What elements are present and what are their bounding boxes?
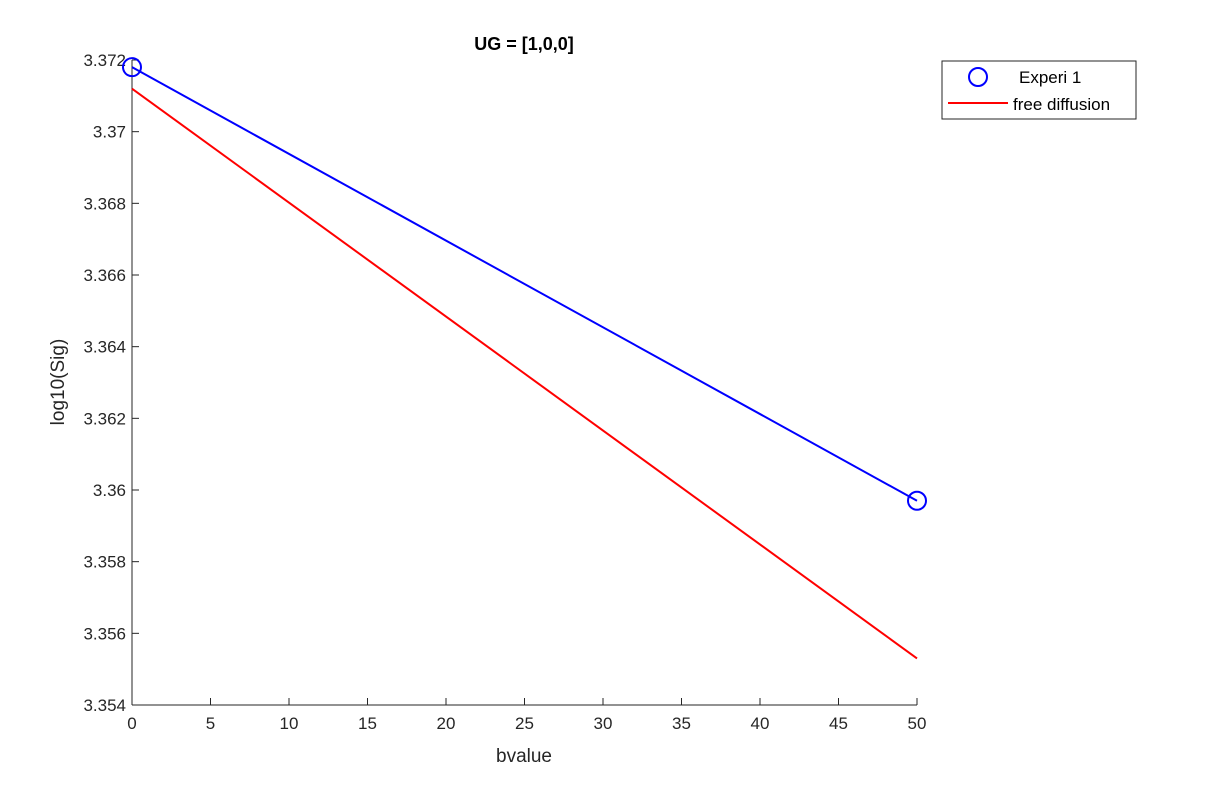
- y-tick-label: 3.354: [83, 696, 126, 715]
- x-tick-label: 20: [437, 714, 456, 733]
- chart-title: UG = [1,0,0]: [474, 34, 574, 54]
- x-tick-label: 35: [672, 714, 691, 733]
- legend-box: [941, 60, 1137, 120]
- x-axis-label: bvalue: [496, 746, 552, 767]
- y-tick-label: 3.372: [83, 51, 126, 70]
- y-tick-label: 3.358: [83, 553, 126, 572]
- x-tick-label: 45: [829, 714, 848, 733]
- y-tick-label: 3.362: [83, 409, 126, 428]
- y-tick-label: 3.368: [83, 194, 126, 213]
- legend: Experi 1 free diffusion: [941, 60, 1137, 120]
- series-line-experi-1: [131, 66, 918, 502]
- x-tick-label: 0: [127, 714, 136, 733]
- x-tick-label: 10: [280, 714, 299, 733]
- y-tick-label: 3.364: [83, 338, 126, 357]
- x-tick-label: 50: [908, 714, 927, 733]
- legend-marker-experi-1: [968, 67, 988, 87]
- y-tick-label: 3.37: [93, 123, 126, 142]
- legend-label-free-diffusion: free diffusion: [1013, 95, 1110, 114]
- y-tick-label: 3.366: [83, 266, 126, 285]
- y-tick-label: 3.356: [83, 624, 126, 643]
- y-axis-label: log10(Sig): [48, 339, 69, 426]
- x-tick-label: 30: [594, 714, 613, 733]
- y-ticks: 3.354 3.356 3.358 3.36 3.362 3.364 3.366 3.368 3…: [83, 51, 139, 715]
- x-tick-label: 15: [358, 714, 377, 733]
- series-line-free-diffusion: [131, 87, 918, 660]
- x-tick-label: 5: [206, 714, 215, 733]
- data-point-experi-1: [907, 490, 927, 511]
- x-ticks: 0 5 10 15 20 25 30 35 40 45 50: [127, 698, 926, 733]
- series-layer: [122, 57, 927, 660]
- x-tick-label: 40: [751, 714, 770, 733]
- data-point-experi-1: [122, 57, 142, 78]
- legend-label-experi-1: Experi 1: [1019, 68, 1081, 87]
- y-tick-label: 3.36: [93, 481, 126, 500]
- x-tick-label: 25: [515, 714, 534, 733]
